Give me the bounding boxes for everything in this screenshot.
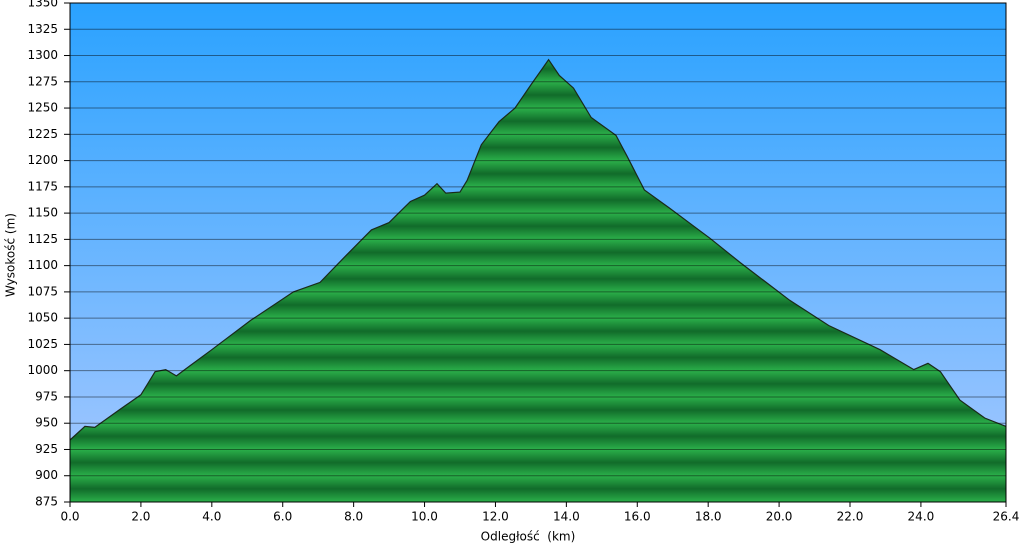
y-tick-label: 1350	[27, 0, 58, 10]
y-tick-label: 1050	[27, 311, 58, 325]
x-tick-label: 18.0	[695, 510, 722, 524]
x-tick-label: 26.4	[993, 510, 1020, 524]
x-tick-label: 6.0	[273, 510, 292, 524]
y-tick-label: 1200	[27, 153, 58, 167]
y-tick-label: 975	[35, 389, 58, 403]
y-tick-label: 900	[35, 468, 58, 482]
x-tick-label: 14.0	[553, 510, 580, 524]
y-tick-label: 1150	[27, 206, 58, 220]
x-tick-label: 2.0	[131, 510, 150, 524]
x-tick-label: 10.0	[411, 510, 438, 524]
x-tick-label: 8.0	[344, 510, 363, 524]
x-tick-label: 16.0	[624, 510, 651, 524]
y-tick-label: 1075	[27, 284, 58, 298]
x-axis-label: Odległość (km)	[481, 530, 576, 544]
y-tick-label: 1100	[27, 258, 58, 272]
y-tick-label: 925	[35, 442, 58, 456]
y-tick-label: 1275	[27, 74, 58, 88]
y-axis-label: Wysokość (m)	[4, 213, 18, 297]
y-tick-label: 1250	[27, 101, 58, 115]
plot-frame	[69, 2, 1007, 503]
x-tick-label: 24.0	[908, 510, 935, 524]
x-tick-label: 4.0	[202, 510, 221, 524]
y-tick-label: 1000	[27, 363, 58, 377]
x-tick-label: 0.0	[60, 510, 79, 524]
y-tick-label: 950	[35, 416, 58, 430]
y-tick-label: 1125	[27, 232, 58, 246]
y-tick-label: 1325	[27, 22, 58, 36]
y-tick-label: 875	[35, 495, 58, 509]
elevation-area	[70, 59, 1006, 502]
y-tick-label: 1300	[27, 48, 58, 62]
y-tick-label: 1175	[27, 179, 58, 193]
x-tick-label: 20.0	[766, 510, 793, 524]
y-tick-label: 1225	[27, 127, 58, 141]
y-tick-label: 1025	[27, 337, 58, 351]
x-tick-label: 12.0	[482, 510, 509, 524]
x-tick-label: 22.0	[837, 510, 864, 524]
elevation-line	[69, 58, 1007, 441]
